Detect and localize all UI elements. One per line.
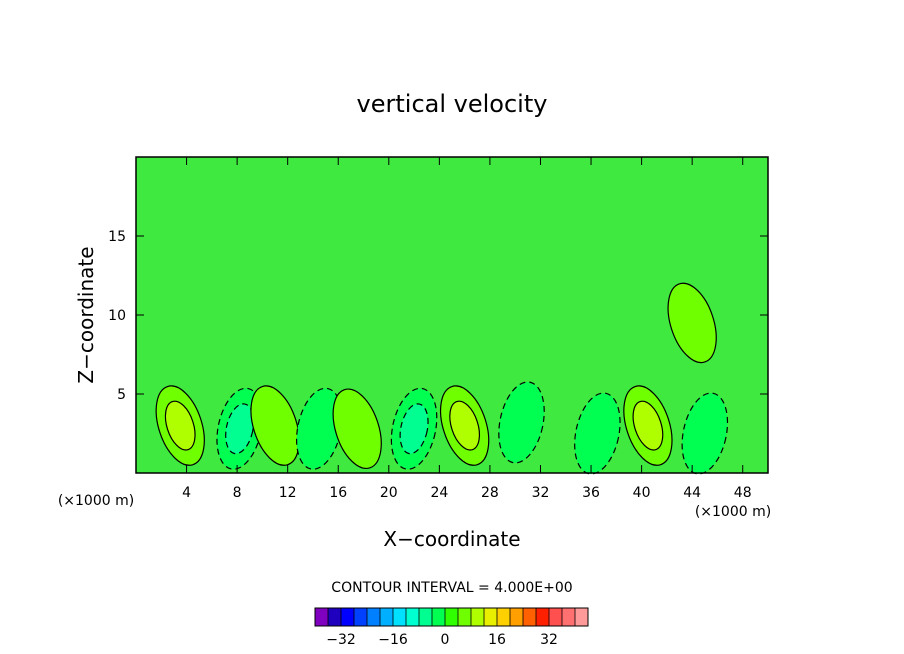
colorbar-tick-labels: −32 −16 0 16 32 xyxy=(326,632,558,648)
x-axis-ticks: 4 8 12 16 20 24 28 32 36 40 44 48 xyxy=(182,157,752,501)
colorbar-swatch xyxy=(315,608,329,626)
colorbar-swatch xyxy=(419,608,433,626)
colorbar-swatch xyxy=(484,608,498,626)
colorbar-swatch xyxy=(406,608,420,626)
colorbar-swatch xyxy=(536,608,550,626)
colorbar-swatch xyxy=(328,608,342,626)
colorbar xyxy=(314,607,589,627)
updraft-contour xyxy=(667,282,717,364)
colorbar-tick-label: −32 xyxy=(326,632,356,648)
colorbar-swatch xyxy=(380,608,394,626)
y-axis-ticks: 5 10 15 xyxy=(108,229,768,403)
x-tick-label: 8 xyxy=(233,485,242,501)
x-tick-label: 20 xyxy=(380,485,398,501)
x-tick-label: 48 xyxy=(734,485,752,501)
chart-title: vertical velocity xyxy=(357,90,548,118)
colorbar-swatch xyxy=(549,608,563,626)
x-tick-label: 16 xyxy=(329,485,347,501)
colorbar-swatch xyxy=(354,608,368,626)
colorbar-swatch xyxy=(497,608,511,626)
colorbar-tick-label: −16 xyxy=(378,632,408,648)
colorbar-swatch xyxy=(458,608,472,626)
colorbar-swatch xyxy=(445,608,459,626)
updraft-contour xyxy=(250,385,300,466)
colorbar-swatch xyxy=(575,608,589,626)
colorbar-swatch xyxy=(341,608,355,626)
contour-interval-label: CONTOUR INTERVAL = 4.000E+00 xyxy=(331,580,572,596)
colorbar-swatch xyxy=(562,608,576,626)
x-axis-title: X−coordinate xyxy=(383,527,520,551)
updraft-contour xyxy=(449,400,481,451)
contour-features xyxy=(155,282,729,475)
updraft-contour xyxy=(164,400,196,451)
x-unit-label-right: (×1000 m) xyxy=(695,504,771,520)
colorbar-swatch xyxy=(432,608,446,626)
x-tick-label: 40 xyxy=(633,485,651,501)
y-tick-label: 5 xyxy=(117,387,126,403)
x-tick-label: 32 xyxy=(532,485,550,501)
downdraft-contour xyxy=(498,381,545,464)
colorbar-swatch xyxy=(367,608,381,626)
downdraft-contour xyxy=(399,403,429,455)
colorbar-swatch xyxy=(510,608,524,626)
colorbar-tick-label: 32 xyxy=(540,632,558,648)
updraft-contour xyxy=(632,400,664,451)
downdraft-contour xyxy=(225,403,255,455)
colorbar-tick-label: 16 xyxy=(488,632,506,648)
x-tick-label: 4 xyxy=(182,485,191,501)
x-tick-label: 28 xyxy=(481,485,499,501)
x-tick-label: 44 xyxy=(683,485,701,501)
colorbar-swatch xyxy=(523,608,537,626)
x-tick-label: 36 xyxy=(582,485,600,501)
y-axis-title: Z−coordinate xyxy=(74,246,98,383)
colorbar-swatch xyxy=(393,608,407,626)
y-tick-label: 10 xyxy=(108,308,126,324)
updraft-contour xyxy=(332,388,382,469)
x-unit-label-left: (×1000 m) xyxy=(58,493,134,509)
y-tick-label: 15 xyxy=(108,229,126,245)
colorbar-tick-label: 0 xyxy=(441,632,450,648)
x-tick-label: 24 xyxy=(430,485,448,501)
x-tick-label: 12 xyxy=(279,485,297,501)
colorbar-swatch xyxy=(471,608,485,626)
colorbar-frame xyxy=(314,607,589,627)
